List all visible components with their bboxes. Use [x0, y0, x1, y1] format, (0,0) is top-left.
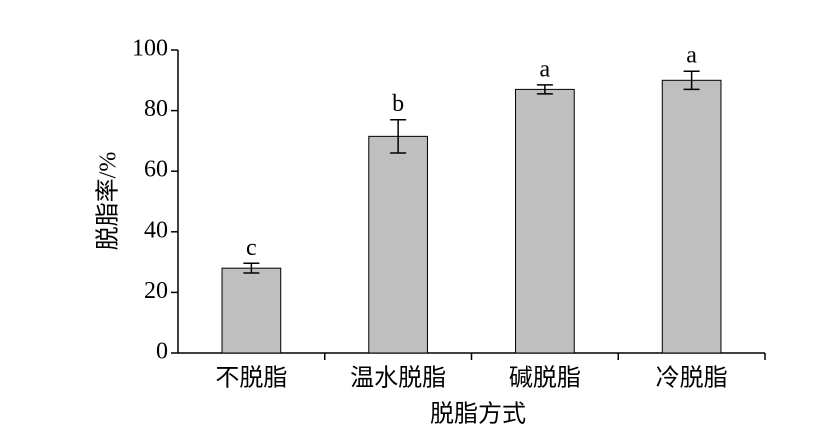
y-tick-label: 80 [144, 96, 168, 122]
significance-label: c [246, 235, 257, 261]
x-tick-label: 碱脱脂 [509, 365, 581, 392]
y-tick-label: 20 [144, 278, 168, 304]
bar [515, 88, 575, 354]
x-tick-label: 温水脱脂 [350, 365, 446, 392]
x-tick-label: 不脱脂 [215, 365, 287, 392]
y-tick-label: 100 [132, 36, 168, 62]
bar [221, 267, 282, 354]
significance-label: a [686, 43, 697, 69]
x-tick-label: 冷脱脂 [656, 365, 728, 392]
x-axis-label: 脱脂方式 [430, 401, 526, 428]
y-tick-label: 40 [144, 217, 168, 243]
y-tick-label: 60 [144, 157, 168, 183]
y-axis-label: 脱脂率/% [95, 152, 122, 251]
significance-label: a [540, 56, 551, 82]
bar [368, 135, 428, 354]
significance-label: b [392, 91, 404, 117]
bar [661, 79, 722, 354]
y-tick-label: 0 [156, 339, 168, 365]
